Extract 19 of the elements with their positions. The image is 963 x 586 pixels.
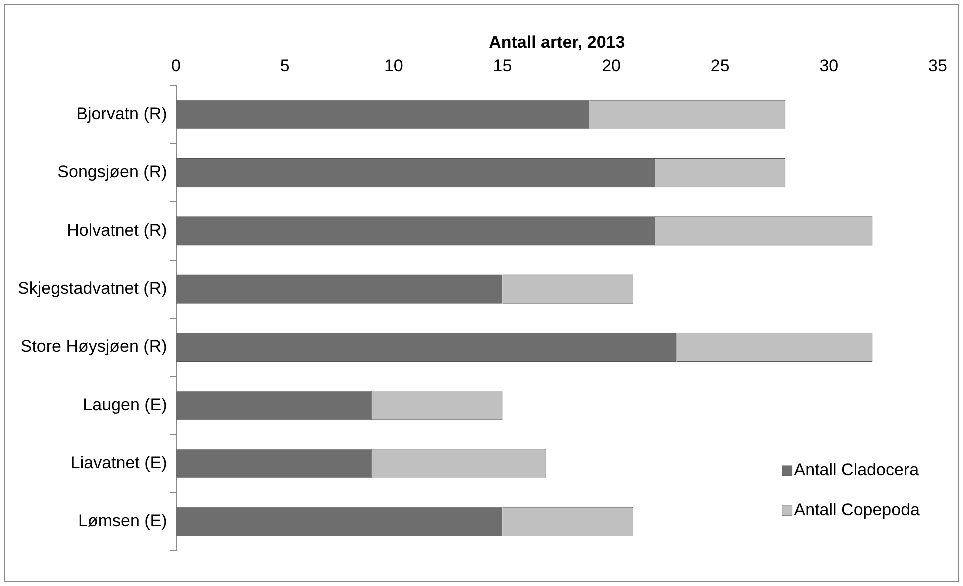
y-tick-label: Liavatnet (E) (70, 453, 168, 472)
x-tick-label: 30 (820, 56, 839, 76)
x-tick-label: 20 (602, 56, 622, 76)
legend-label: Antall Copepoda (794, 500, 921, 520)
x-tick-label: 25 (710, 56, 730, 76)
legend-label: Antall Cladocera (794, 460, 920, 480)
y-tick-label: Laugen (E) (83, 395, 168, 414)
x-tick-label: 15 (493, 56, 512, 76)
x-tick-label: 0 (172, 56, 182, 76)
x-tick-label: 5 (280, 56, 290, 76)
x-axis-title: Antall arter, 2013 (489, 32, 626, 52)
x-tick-label: 35 (928, 56, 948, 76)
y-tick-label: Lømsen (E) (78, 512, 168, 531)
y-tick-label: Skjegstadvatnet (R) (18, 279, 168, 298)
x-tick-label: 10 (384, 56, 404, 76)
y-tick-label: Holvatnet (R) (67, 220, 168, 240)
y-tick-label: Bjorvatn (R) (76, 104, 168, 124)
y-tick-label: Store Høysjøen (R) (20, 337, 168, 356)
y-tick-label: Songsjøen (R) (58, 162, 168, 182)
